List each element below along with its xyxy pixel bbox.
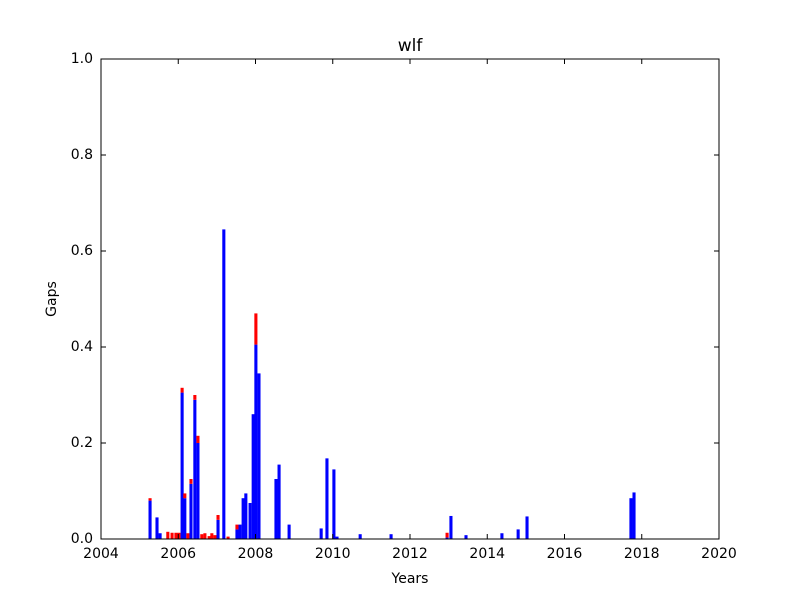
x-tick-label: 2016 — [547, 546, 583, 562]
chart-title: wlf — [398, 36, 424, 56]
bar-segment — [170, 532, 174, 539]
bar-segment — [196, 435, 200, 443]
bar-segment — [183, 498, 187, 539]
y-axis-label: Gaps — [44, 281, 60, 317]
bar-segment — [216, 515, 220, 520]
bar-segment — [193, 399, 197, 539]
y-tick-label: 1.0 — [71, 51, 93, 67]
bar-segment — [186, 533, 190, 539]
bar-segment — [203, 533, 207, 539]
bar-segment — [180, 387, 184, 393]
bar-segment — [174, 532, 178, 539]
bar-segment — [235, 529, 239, 539]
bar-segment — [226, 536, 230, 539]
bar-segment — [274, 479, 278, 539]
y-tick-label: 0.4 — [71, 339, 93, 355]
bar-segment — [632, 492, 636, 539]
bar-segment — [277, 464, 281, 539]
bar-segment — [180, 392, 184, 539]
bar-segment — [629, 498, 633, 539]
x-tick-label: 2006 — [160, 546, 196, 562]
bar-segment — [464, 535, 468, 539]
bar-segment — [358, 534, 362, 539]
bar-segment — [158, 533, 162, 539]
bar-segment — [189, 479, 193, 484]
x-tick-label: 2004 — [83, 546, 119, 562]
bar-segment — [254, 344, 258, 539]
bar-segment — [248, 503, 252, 539]
bar-segment — [148, 500, 152, 539]
y-tick-label: 0.8 — [71, 147, 93, 163]
x-tick-label: 2010 — [315, 546, 351, 562]
bar-segment — [216, 519, 220, 539]
bar-segment — [155, 517, 159, 539]
bar-segment — [251, 414, 255, 539]
bar-segment — [449, 515, 453, 539]
bar-segment — [177, 532, 181, 539]
bar-segment — [516, 529, 520, 539]
bar-segment — [389, 534, 393, 539]
bar-segment — [287, 524, 291, 539]
bar-segment — [445, 537, 449, 539]
bar-segment — [319, 528, 323, 539]
bar-segment — [222, 229, 226, 539]
y-tick-label: 0.6 — [71, 243, 93, 259]
bar-segment — [210, 533, 214, 539]
bar-segment — [325, 458, 329, 539]
bar-segment — [332, 469, 336, 539]
bar-segment — [183, 493, 187, 499]
x-axis-label: Years — [391, 571, 429, 587]
x-tick-label: 2020 — [701, 546, 737, 562]
bar-segment — [213, 535, 217, 539]
bar-segment — [335, 536, 339, 539]
y-tick-label: 0.2 — [71, 435, 93, 451]
x-tick-label: 2008 — [238, 546, 274, 562]
bar-segment — [238, 524, 242, 539]
bar-segment — [445, 532, 449, 538]
bar-segment — [196, 443, 200, 539]
x-tick-label: 2012 — [392, 546, 428, 562]
bar-segment — [193, 395, 197, 400]
bar-segment — [189, 483, 193, 539]
bar-segment — [254, 313, 258, 345]
x-tick-label: 2014 — [469, 546, 505, 562]
y-tick-label: 0.0 — [71, 531, 93, 547]
bar-segment — [148, 498, 152, 501]
bar-segment — [241, 498, 245, 539]
bar-segment — [166, 531, 170, 539]
bar-segment — [207, 536, 211, 539]
bar-segment — [500, 533, 504, 539]
bar-segment — [257, 373, 261, 539]
x-tick-label: 2018 — [624, 546, 660, 562]
bar-segment — [244, 493, 248, 539]
bar-segment — [235, 524, 239, 530]
bar-segment — [525, 516, 529, 539]
bar-segment — [200, 534, 204, 539]
